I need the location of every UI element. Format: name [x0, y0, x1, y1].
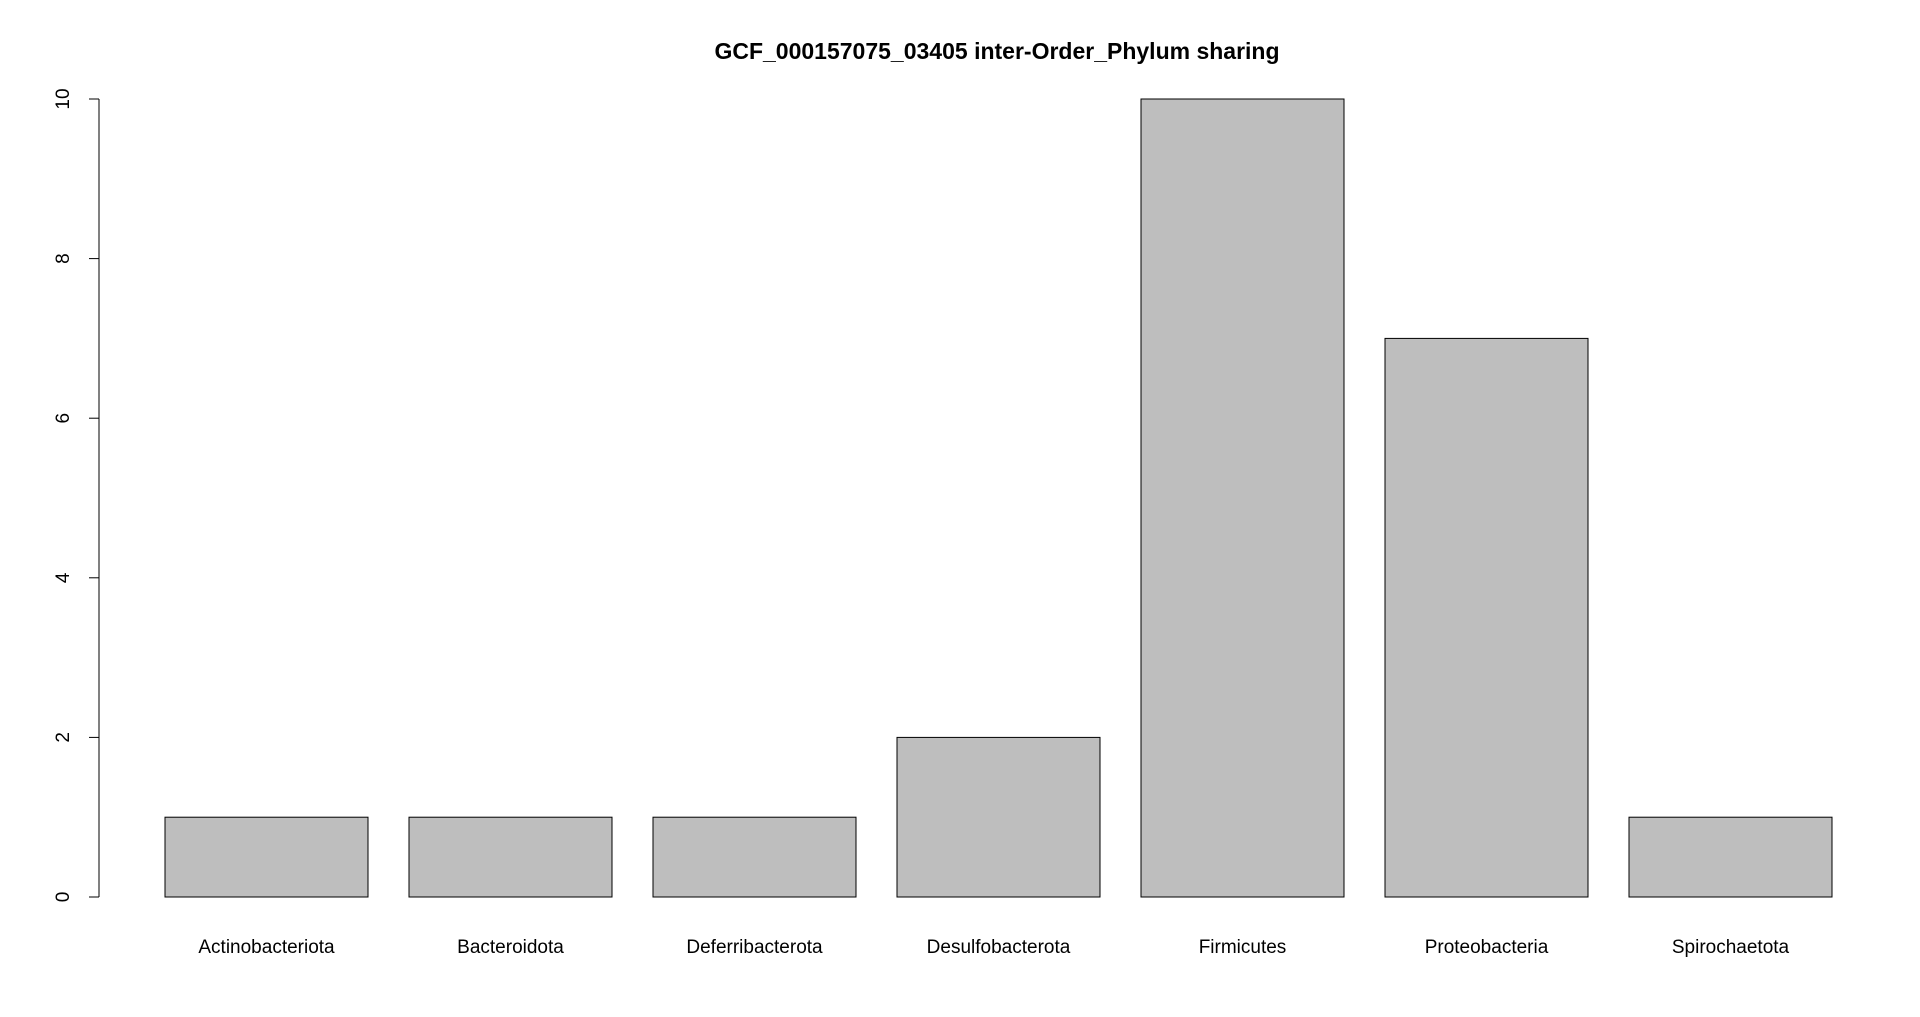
x-tick-label: Deferribacterota — [686, 937, 823, 958]
y-tick-label: 10 — [53, 88, 74, 109]
bar-spirochaetota — [1628, 816, 1833, 898]
y-axis: 0 2 4 6 8 10 — [53, 88, 100, 903]
bar-actinobacteriota — [164, 816, 369, 898]
x-tick-label: Actinobacteriota — [198, 937, 335, 958]
x-tick-label: Desulfobacterota — [927, 937, 1071, 958]
bar-proteobacteria — [1384, 337, 1589, 898]
bar-desulfobacterota — [896, 736, 1101, 898]
bar-deferribacterota — [652, 816, 857, 898]
y-tick-label: 2 — [53, 732, 74, 743]
x-tick-label: Firmicutes — [1199, 937, 1287, 958]
x-axis-labels: Actinobacteriota Bacteroidota Deferribacte… — [198, 937, 1789, 958]
y-tick-label: 4 — [53, 572, 74, 583]
y-tick-label: 0 — [53, 892, 74, 903]
bar-firmicutes — [1140, 98, 1345, 898]
y-tick-label: 6 — [53, 413, 74, 424]
x-tick-label: Spirochaetota — [1672, 937, 1790, 958]
x-tick-label: Proteobacteria — [1425, 937, 1549, 958]
bar-series — [164, 98, 1833, 898]
bar-bacteroidota — [408, 816, 613, 898]
chart-title: GCF_000157075_03405 inter-Order_Phylum s… — [714, 38, 1279, 64]
x-tick-label: Bacteroidota — [457, 937, 564, 958]
y-tick-label: 8 — [53, 253, 74, 264]
